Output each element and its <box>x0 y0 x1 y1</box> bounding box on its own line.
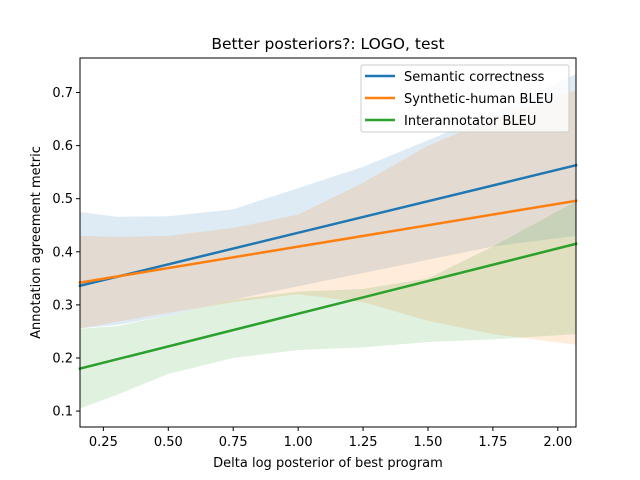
series-lines <box>78 163 578 371</box>
series-line-interannotator-bleu <box>78 242 578 371</box>
y-axis-label: Annotation agreement metric <box>29 146 44 339</box>
x-axis: 0.25 0.50 0.75 1.00 1.25 1.50 1.75 2.00 <box>89 427 572 450</box>
y-tick-label: 0.4 <box>52 245 73 260</box>
confidence-band-synthetic-human-bleu <box>80 89 576 345</box>
x-tick-label: 1.25 <box>349 435 378 450</box>
chart-title: Better posteriors?: LOGO, test <box>211 35 444 53</box>
y-tick-label: 0.7 <box>52 86 73 101</box>
series-line-synthetic-human-bleu <box>78 199 578 285</box>
x-axis-label: Delta log posterior of best program <box>213 456 443 471</box>
legend-label-semantic-correctness: Semantic correctness <box>404 70 545 85</box>
confidence-band-semantic-correctness <box>80 73 576 329</box>
legend-box <box>360 64 570 133</box>
x-tick-label: 1.50 <box>414 435 443 450</box>
confidence-bands <box>80 73 576 409</box>
y-tick-label: 0.1 <box>52 405 73 420</box>
y-axis: 0.1 0.2 0.3 0.4 0.5 0.6 0.7 <box>52 86 80 420</box>
x-tick-label: 0.50 <box>154 435 183 450</box>
x-tick-label: 1.00 <box>284 435 313 450</box>
axes-frame <box>79 57 577 428</box>
y-tick-label: 0.5 <box>52 192 73 207</box>
y-tick-label: 0.2 <box>52 351 73 366</box>
y-tick-label: 0.6 <box>52 139 73 154</box>
confidence-band-interannotator-bleu <box>80 201 576 409</box>
legend: Semantic correctness Synthetic-human BLEU… <box>360 64 570 133</box>
series-line-semantic-correctness <box>78 163 578 288</box>
legend-label-interannotator-bleu: Interannotator BLEU <box>404 114 536 129</box>
x-tick-label: 1.75 <box>478 435 507 450</box>
x-tick-label: 2.00 <box>543 435 572 450</box>
x-tick-label: 0.75 <box>219 435 248 450</box>
x-tick-label: 0.25 <box>89 435 118 450</box>
legend-label-synthetic-human-bleu: Synthetic-human BLEU <box>404 92 553 107</box>
y-tick-label: 0.3 <box>52 298 73 313</box>
